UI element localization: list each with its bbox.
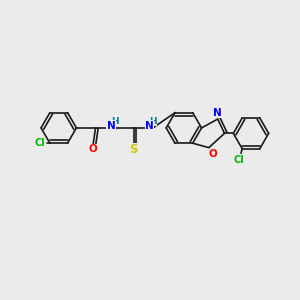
Text: N: N (145, 121, 154, 131)
Text: H: H (111, 117, 118, 126)
Text: N: N (107, 121, 116, 131)
Text: H: H (149, 117, 157, 126)
Text: N: N (213, 108, 221, 118)
Text: Cl: Cl (34, 138, 45, 148)
Text: O: O (89, 144, 98, 154)
Text: Cl: Cl (233, 155, 244, 165)
Text: O: O (208, 149, 217, 159)
Text: S: S (130, 143, 138, 157)
